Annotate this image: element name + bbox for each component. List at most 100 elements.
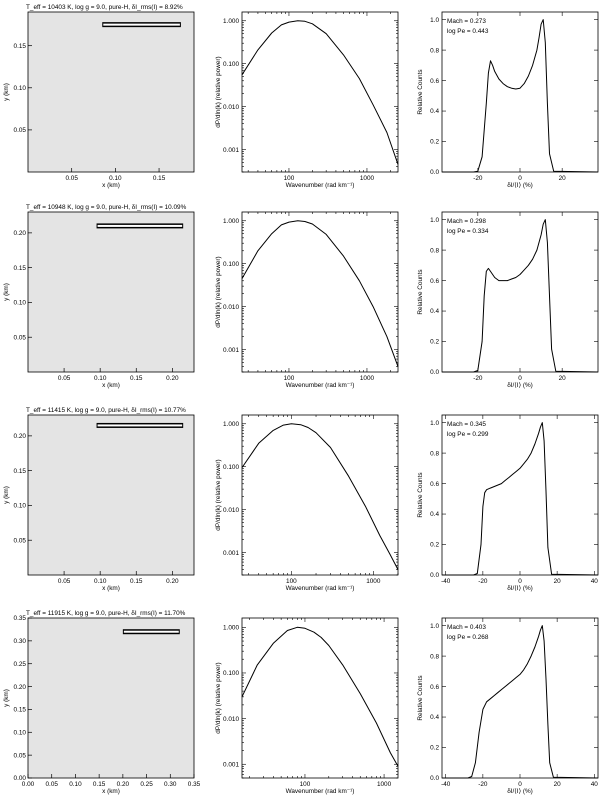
histogram-line [442, 625, 599, 779]
histogram-panel [441, 414, 599, 576]
image-ylabel: y (km) [3, 689, 10, 707]
image-ytick-label: 0.05 [14, 537, 27, 544]
spectrum-ytick-label: 0.001 [223, 550, 239, 557]
image-panel [27, 617, 195, 779]
histogram-ytick-label: 0.6 [430, 481, 439, 488]
histogram-ytick-label: 1.0 [430, 217, 439, 224]
image-ylabel: y (km) [3, 83, 10, 101]
histogram-annotation: log Pe = 0.443 [447, 28, 489, 35]
image-xtick-label: 0.15 [153, 175, 166, 182]
image-ytick-label: 0.05 [14, 334, 27, 341]
spectrum-ytick-label: 0.100 [223, 61, 239, 68]
image-ytick-label: 0.30 [14, 638, 27, 645]
histogram-xtick-label: 0 [518, 781, 522, 788]
spectrum-ytick-label: 1.000 [223, 218, 239, 225]
histogram-ytick-label: 1.0 [430, 17, 439, 24]
spectrum-panel [241, 414, 399, 576]
histogram-ytick-label: 0.2 [430, 339, 439, 346]
histogram-ytick-label: 0.8 [430, 47, 439, 54]
spectrum-ytick-label: 0.010 [223, 507, 239, 514]
histogram-ytick-label: 0.4 [430, 308, 439, 315]
spectrum-line [241, 626, 399, 767]
spectrum-xtick-label: 1000 [360, 375, 375, 382]
histogram-ytick-label: 0.6 [430, 684, 439, 691]
spectrum-frame [241, 11, 399, 173]
image-ytick-label: 0.20 [14, 433, 27, 440]
image-xlabel: x (km) [102, 585, 120, 592]
image-xtick-label: 0.30 [164, 781, 177, 788]
image-title: T_eff = 11915 K, log g = 9.0, pure-H, δI… [26, 610, 186, 617]
histogram-xtick-label: 0 [518, 175, 522, 182]
histogram-annotation: Mach = 0.345 [447, 421, 486, 428]
image-panel [27, 211, 195, 373]
histogram-ytick-label: 0.8 [430, 247, 439, 254]
histogram-ytick-label: 0.4 [430, 108, 439, 115]
image-ytick-label: 0.15 [14, 468, 27, 475]
spectrum-ytick-label: 0.010 [223, 104, 239, 111]
image-title: T_eff = 10403 K, log g = 9.0, pure-H, δI… [26, 4, 183, 11]
image-ytick-label: 0.25 [14, 661, 27, 668]
histogram-xtick-label: 20 [559, 175, 567, 182]
histogram-xtick-label: 20 [554, 781, 562, 788]
histogram-xtick-label: -20 [478, 578, 488, 585]
image-xlabel: x (km) [102, 382, 120, 389]
histogram-xtick-label: -20 [473, 175, 483, 182]
image-xtick-label: 0.35 [188, 781, 201, 788]
image-ytick-label: 0.15 [14, 707, 27, 714]
spectrum-ytick-label: 1.000 [223, 625, 239, 632]
spectrum-xtick-label: 100 [284, 175, 295, 182]
image-ytick-label: 0.20 [14, 684, 27, 691]
image-xtick-label: 0.25 [140, 781, 153, 788]
spectrum-ytick-label: 0.100 [223, 261, 239, 268]
image-panel [27, 414, 195, 576]
histogram-xtick-label: -20 [473, 375, 483, 382]
image-xtick-label: 0.10 [109, 175, 122, 182]
image-xtick-label: 0.00 [22, 781, 35, 788]
histogram-annotation: Mach = 0.273 [447, 18, 486, 25]
histogram-ytick-label: 0.4 [430, 511, 439, 518]
granulation-image [28, 12, 194, 172]
spectrum-ytick-label: 0.001 [223, 761, 239, 768]
image-xtick-label: 0.15 [130, 375, 143, 382]
image-xlabel: x (km) [102, 182, 120, 189]
spectrum-ylabel: dP/dln(k) (relative power) [215, 459, 222, 530]
image-xtick-label: 0.05 [45, 781, 58, 788]
image-ytick-label: 0.10 [14, 300, 27, 307]
image-ytick-label: 0.15 [14, 265, 27, 272]
image-xtick-label: 0.10 [94, 375, 107, 382]
histogram-ytick-label: 0.2 [430, 139, 439, 146]
spectrum-panel [241, 211, 399, 373]
image-panel [27, 11, 195, 173]
image-xtick-label: 0.20 [117, 781, 130, 788]
histogram-xtick-label: 40 [591, 578, 599, 585]
histogram-annotation: Mach = 0.403 [447, 624, 486, 631]
image-xtick-label: 0.20 [166, 375, 179, 382]
image-xtick-label: 0.05 [58, 375, 71, 382]
histogram-annotation: Mach = 0.298 [447, 218, 486, 225]
spectrum-xlabel: Wavenumber (rad km⁻¹) [286, 182, 355, 189]
histogram-xlabel: δI/⟨I⟩ (%) [507, 382, 533, 389]
image-xlabel: x (km) [102, 788, 120, 795]
spectrum-ytick-label: 0.100 [223, 464, 239, 471]
histogram-ylabel: Relative Counts [417, 69, 424, 114]
histogram-ytick-label: 0.8 [430, 653, 439, 660]
histogram-ytick-label: 1.0 [430, 420, 439, 427]
spectrum-ytick-label: 0.001 [223, 147, 239, 154]
spectrum-ytick-label: 0.100 [223, 670, 239, 677]
histogram-xtick-label: 20 [559, 375, 567, 382]
image-ylabel: y (km) [3, 283, 10, 301]
histogram-xtick-label: 0 [518, 375, 522, 382]
histogram-annotation: log Pe = 0.334 [447, 228, 489, 235]
histogram-xtick-label: 0 [518, 578, 522, 585]
spectrum-ylabel: dP/dln(k) (relative power) [215, 662, 222, 733]
image-xtick-label: 0.15 [93, 781, 106, 788]
histogram-ytick-label: 0.6 [430, 78, 439, 85]
spectrum-xlabel: Wavenumber (rad km⁻¹) [286, 585, 355, 592]
spectrum-ytick-label: 0.001 [223, 347, 239, 354]
spectrum-xlabel: Wavenumber (rad km⁻¹) [286, 382, 355, 389]
histogram-ytick-label: 0.8 [430, 450, 439, 457]
image-ytick-label: 0.20 [14, 230, 27, 237]
histogram-xtick-label: -40 [441, 578, 451, 585]
histogram-line [442, 219, 599, 373]
